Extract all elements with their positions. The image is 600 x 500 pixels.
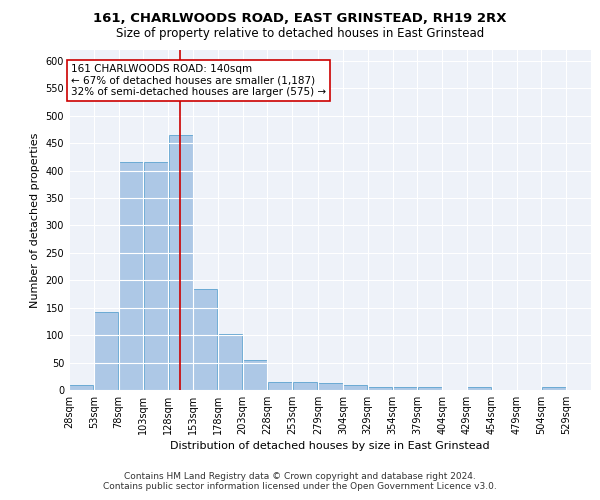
Bar [343,384,367,390]
Bar [70,384,94,390]
Bar [193,288,217,390]
Text: 161, CHARLWOODS ROAD, EAST GRINSTEAD, RH19 2RX: 161, CHARLWOODS ROAD, EAST GRINSTEAD, RH… [93,12,507,26]
Bar [119,162,143,390]
Bar [243,360,267,390]
Bar [169,135,193,390]
Bar [467,388,491,390]
Bar [368,388,392,390]
Bar [94,312,118,390]
Bar [418,388,442,390]
Bar [144,162,168,390]
Bar [542,388,566,390]
Bar [319,384,343,390]
Text: 161 CHARLWOODS ROAD: 140sqm
← 67% of detached houses are smaller (1,187)
32% of : 161 CHARLWOODS ROAD: 140sqm ← 67% of det… [71,64,326,97]
Bar [218,334,242,390]
Text: Size of property relative to detached houses in East Grinstead: Size of property relative to detached ho… [116,28,484,40]
Text: Contains HM Land Registry data © Crown copyright and database right 2024.: Contains HM Land Registry data © Crown c… [124,472,476,481]
X-axis label: Distribution of detached houses by size in East Grinstead: Distribution of detached houses by size … [170,441,490,451]
Y-axis label: Number of detached properties: Number of detached properties [30,132,40,308]
Bar [393,388,417,390]
Bar [268,382,292,390]
Text: Contains public sector information licensed under the Open Government Licence v3: Contains public sector information licen… [103,482,497,491]
Bar [293,382,317,390]
